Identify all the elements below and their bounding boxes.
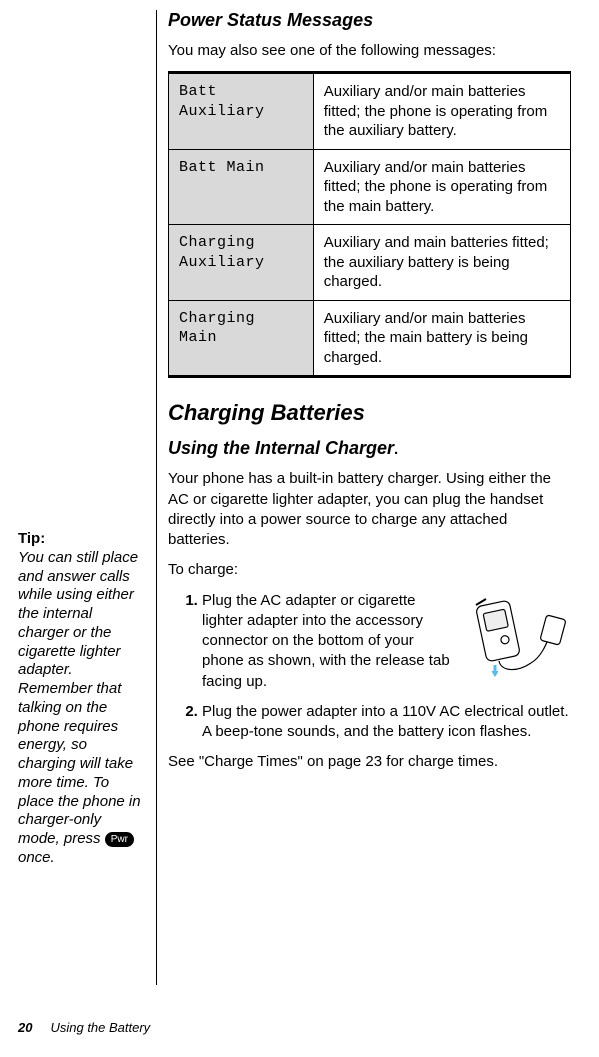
subheading-internal-charger: Using the Internal Charger. bbox=[168, 438, 571, 459]
term-cell: Charging Main bbox=[169, 300, 314, 377]
term-cell: Batt Main bbox=[169, 149, 314, 225]
main-column: Power Status Messages You may also see o… bbox=[168, 10, 571, 773]
term-cell: Batt Auxiliary bbox=[169, 73, 314, 150]
vertical-rule bbox=[156, 10, 157, 985]
to-charge-label: To charge: bbox=[168, 560, 571, 580]
tip-heading: Tip: bbox=[18, 530, 146, 549]
term-line: Main bbox=[179, 329, 217, 346]
tip-body: You can still place and answer calls whi… bbox=[18, 549, 146, 868]
tip-text-b: once. bbox=[18, 849, 55, 866]
subheading-text: Using the Internal Charger bbox=[168, 438, 394, 458]
table-row: Batt Auxiliary Auxiliary and/or main bat… bbox=[169, 73, 571, 150]
table-row: Batt Main Auxiliary and/or main batterie… bbox=[169, 149, 571, 225]
desc-cell: Auxiliary and main batteries fitted; the… bbox=[313, 225, 570, 301]
table-row: Charging Main Auxiliary and/or main batt… bbox=[169, 300, 571, 377]
heading-charging-batteries: Charging Batteries bbox=[168, 400, 571, 426]
term-line: Charging bbox=[179, 234, 255, 251]
table-row: Charging Auxiliary Auxiliary and main ba… bbox=[169, 225, 571, 301]
term-line: Auxiliary bbox=[179, 103, 265, 120]
footer-title: Using the Battery bbox=[50, 1020, 150, 1035]
pwr-key-icon: Pwr bbox=[105, 832, 134, 847]
intro-messages: You may also see one of the following me… bbox=[168, 41, 571, 61]
page-footer: 20 Using the Battery bbox=[18, 1020, 150, 1035]
status-messages-table: Batt Auxiliary Auxiliary and/or main bat… bbox=[168, 71, 571, 378]
phone-charger-illustration bbox=[461, 591, 571, 681]
desc-cell: Auxiliary and/or main batteries fitted; … bbox=[313, 300, 570, 377]
term-line: Charging bbox=[179, 310, 255, 327]
term-cell: Charging Auxiliary bbox=[169, 225, 314, 301]
term-line: Batt bbox=[179, 83, 217, 100]
tip-text-a: You can still place and answer calls whi… bbox=[18, 549, 141, 847]
intro-charger: Your phone has a built-in battery charge… bbox=[168, 469, 571, 550]
subheading-power-status: Power Status Messages bbox=[168, 10, 571, 31]
desc-cell: Auxiliary and/or main batteries fitted; … bbox=[313, 149, 570, 225]
page: Power Status Messages You may also see o… bbox=[0, 0, 599, 1057]
term-line: Auxiliary bbox=[179, 254, 265, 271]
see-charge-times: See "Charge Times" on page 23 for charge… bbox=[168, 752, 571, 772]
desc-cell: Auxiliary and/or main batteries fitted; … bbox=[313, 73, 570, 150]
list-item: Plug the power adapter into a 110V AC el… bbox=[202, 702, 571, 743]
subheading-period: . bbox=[394, 441, 398, 458]
page-number: 20 bbox=[18, 1020, 32, 1035]
margin-tip: Tip: You can still place and answer call… bbox=[18, 530, 146, 868]
term-line: Batt Main bbox=[179, 159, 265, 176]
